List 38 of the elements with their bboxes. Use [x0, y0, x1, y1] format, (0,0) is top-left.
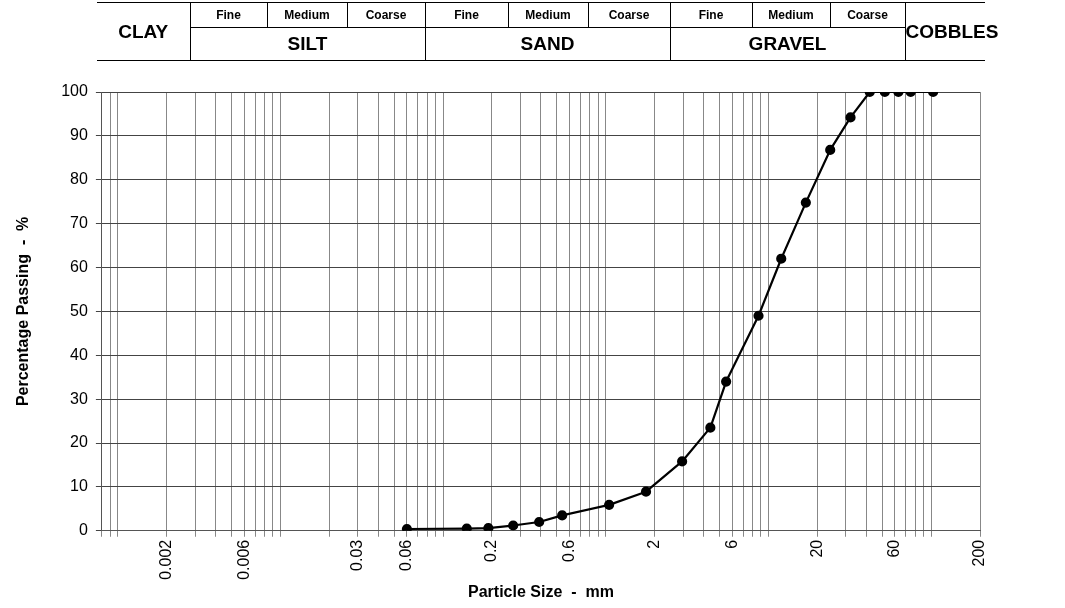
text: Coarse — [588, 2, 670, 28]
y-tick-label: 100 — [61, 82, 88, 100]
y-tick-label: 70 — [70, 214, 88, 232]
x-tick-label: 6 — [722, 539, 740, 549]
text: CLAY — [97, 2, 190, 61]
x-tick-label: 0.6 — [560, 539, 577, 563]
y-tick-label: 80 — [70, 170, 88, 188]
y-tick-label: 40 — [70, 345, 88, 363]
text: Fine — [670, 2, 752, 28]
text: Medium — [508, 2, 588, 28]
text: COBBLES — [905, 19, 999, 44]
text: Medium — [267, 2, 347, 28]
text: Coarse — [347, 2, 425, 28]
y-tick-label: 50 — [70, 301, 88, 319]
x-tick-label: 2 — [645, 539, 663, 549]
y-tick-label: 30 — [70, 389, 88, 407]
y-tick-label: 20 — [70, 433, 88, 451]
x-tick-label: 60 — [885, 539, 903, 558]
x-tick-label: 0.06 — [397, 539, 415, 571]
x-tick-label: 200 — [970, 539, 988, 567]
y-axis-title: Percentage Passing - % — [14, 216, 32, 407]
y-tick-label: 90 — [70, 126, 88, 144]
x-tick-label: 0.03 — [348, 539, 366, 571]
text: Medium — [752, 2, 830, 28]
y-tick-label: 60 — [70, 257, 88, 275]
y-tick-label: 10 — [70, 477, 88, 495]
text: SILT — [190, 27, 425, 61]
text: Coarse — [830, 2, 905, 28]
text: SAND — [425, 27, 670, 61]
x-tick-label: 0.2 — [482, 539, 500, 563]
x-axis-title: Particle Size - mm — [468, 582, 614, 600]
x-tick-label: 20 — [807, 539, 825, 558]
text: Fine — [425, 2, 508, 28]
x-tick-label: 0.002 — [157, 539, 175, 580]
text: Fine — [190, 2, 267, 28]
y-tick-label: 0 — [78, 521, 88, 539]
text: GRAVEL — [670, 27, 905, 61]
x-tick-label: 0.006 — [234, 539, 252, 580]
